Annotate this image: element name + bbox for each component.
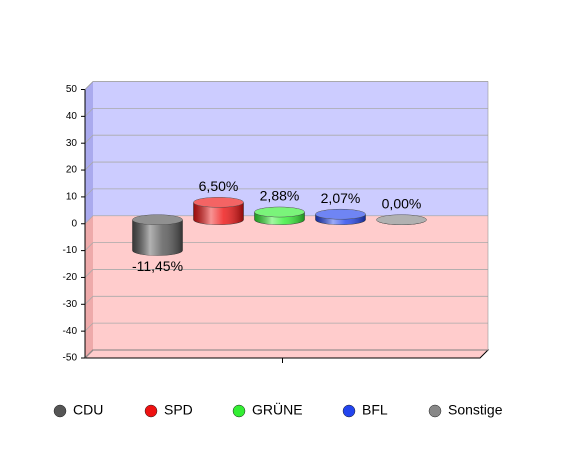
grid-line [84, 242, 488, 251]
value-label: -11,45% [132, 258, 183, 274]
grid-line [84, 134, 488, 144]
value-label: 6,50% [199, 178, 239, 194]
bar-cap-shine [376, 214, 427, 225]
legend-label: Sonstige [448, 402, 503, 418]
y-tick-label: 20 [66, 165, 78, 176]
y-tick-label: -10 [63, 245, 78, 256]
bar-cap-shine [254, 207, 305, 218]
legend-label: CDU [73, 402, 103, 418]
y-tick-label: 10 [66, 192, 78, 203]
grid-line [84, 107, 488, 117]
y-tick-label: 50 [66, 84, 78, 95]
legend-marker [144, 404, 158, 418]
y-tick-label: 40 [66, 111, 78, 122]
y-tick-label: 30 [66, 138, 78, 149]
grid-line [84, 322, 488, 332]
bar-cap-shine [315, 209, 366, 220]
bar-shading [193, 202, 244, 225]
y-tick-label: -50 [63, 353, 78, 364]
legend-marker [428, 404, 442, 418]
side-wall-lower [85, 215, 93, 358]
grid-line [84, 188, 488, 198]
bar-cap [132, 214, 183, 225]
y-tick-label: -30 [63, 299, 78, 310]
floor [83, 349, 490, 359]
value-label: 2,88% [260, 188, 300, 204]
bar-cap-shine [132, 214, 183, 225]
y-tick-label: 0 [71, 218, 77, 229]
value-label: 0,00% [382, 195, 422, 211]
grid-line [84, 349, 488, 359]
back-wall-upper [93, 81, 488, 216]
legend-marker [232, 404, 246, 418]
bar-cap [254, 206, 305, 218]
bar-cap [193, 197, 244, 208]
back-wall-lower [93, 215, 488, 350]
legend-label: GRÜNE [252, 401, 303, 418]
bar-cap-shine [193, 197, 244, 208]
bar-shading [132, 219, 183, 256]
side-wall-upper [85, 81, 93, 224]
legend-marker [342, 404, 356, 418]
legend-label: BFL [362, 402, 388, 418]
bar-cap [376, 214, 427, 225]
grid-line [84, 269, 488, 278]
grid-line [84, 161, 488, 171]
wall-edge [84, 81, 489, 350]
y-tick-label: -40 [63, 326, 78, 337]
grid-line [84, 295, 488, 305]
value-label: 2,07% [321, 190, 361, 206]
legend-label: SPD [164, 402, 193, 418]
legend-marker [53, 404, 67, 418]
y-tick-label: -20 [63, 272, 78, 283]
bar-cap [315, 208, 366, 220]
